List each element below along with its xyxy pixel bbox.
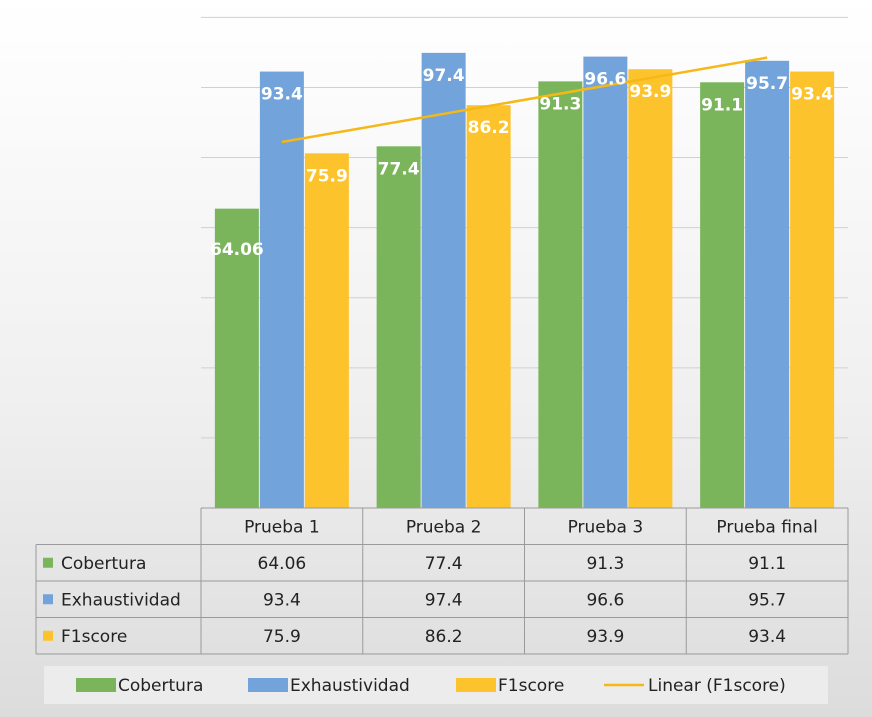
data-label: 64.06 [210,240,264,260]
bar [538,81,583,508]
trendline-f1score [281,56,768,144]
table-category-header: Prueba 1 [244,517,320,537]
table-cell: 93.4 [748,627,786,647]
bar [421,52,466,509]
legend-key [456,678,496,692]
bar [700,82,745,508]
legend-entry: Exhaustividad [290,676,410,696]
table-legend-key [43,557,53,568]
table-cell: 95.7 [748,590,786,610]
bar [304,153,349,509]
legend-entry: F1score [498,676,564,696]
legend-background [44,666,828,704]
data-label: 91.3 [539,94,581,114]
bar [259,71,304,509]
bar [466,105,511,508]
legend-key [248,678,288,692]
table-cell: 93.4 [263,590,301,610]
bar [214,208,259,508]
data-label: 96.6 [584,70,626,90]
table-cell: 96.6 [586,590,624,610]
data-label: 97.4 [423,66,465,86]
legend: Cobertura Exhaustividad F1score Linear (F1s… [44,666,828,704]
table-series-name: Cobertura [61,554,146,574]
data-label: 93.4 [261,85,303,105]
bars [214,52,835,509]
data-label: 93.4 [791,85,833,105]
legend-entry: Cobertura [118,676,203,696]
bar [376,146,421,509]
table-cell: 75.9 [263,627,301,647]
table-cell: 77.4 [425,554,463,574]
table-cell: 97.4 [425,590,463,610]
data-label: 75.9 [306,166,348,186]
data-labels: 64.06 93.4 75.9 77.4 97.4 86.2 91.396.693.9 91.… [210,66,833,260]
table-cell: 91.3 [586,554,624,574]
legend-key [76,678,116,692]
bar [790,71,835,509]
table-series-name: F1score [61,627,127,647]
table-category-header: Prueba 3 [568,517,644,537]
table-cell: 64.06 [258,554,307,574]
bar [745,60,790,508]
table-category-header: Prueba final [716,517,817,537]
data-label: 93.9 [629,82,671,102]
table-legend-key [43,630,53,641]
data-label: 95.7 [746,74,788,94]
data-label: 77.4 [378,159,420,179]
data-label: 91.1 [701,95,743,115]
table-cell: 86.2 [425,627,463,647]
table-legend-key [43,594,53,605]
bar [628,69,673,508]
trendline [281,56,768,144]
table-cell: 91.1 [748,554,786,574]
table-cell: 93.9 [586,627,624,647]
legend-entry: Linear (F1score) [648,676,786,696]
data-label: 86.2 [468,118,510,138]
data-table: Prueba 1 Prueba 2 Prueba 3 Prueba final Cobe… [35,507,849,655]
bar [583,56,628,508]
table-series-name: Exhaustividad [61,590,181,610]
table-category-header: Prueba 2 [406,517,482,537]
